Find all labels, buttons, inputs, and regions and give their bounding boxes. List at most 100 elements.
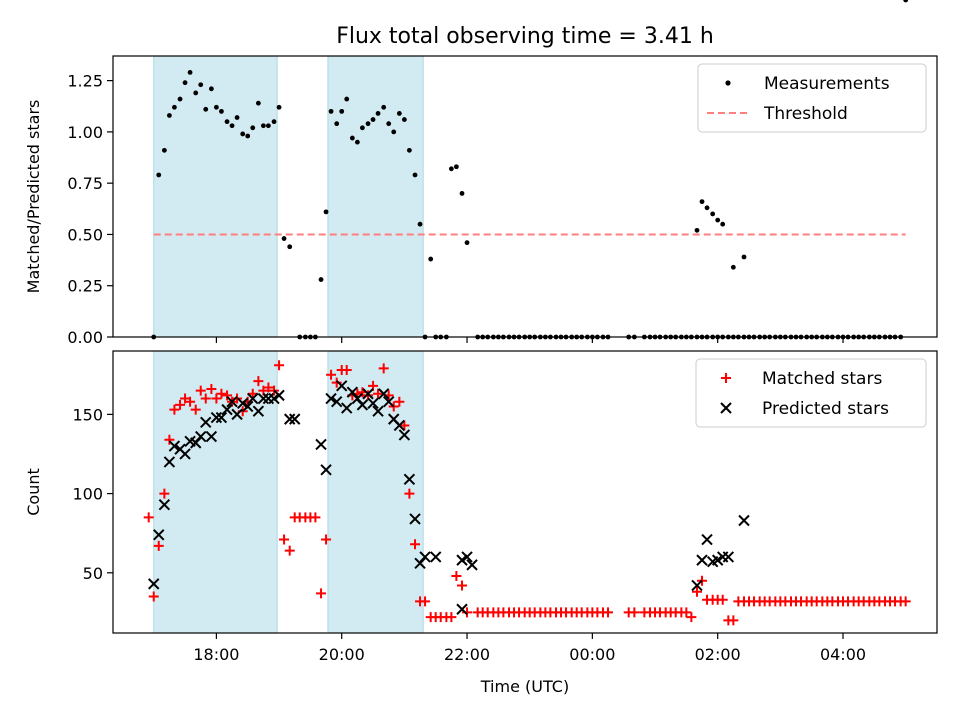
predicted-star-point — [200, 416, 212, 428]
axes-frame — [112, 350, 938, 634]
predicted-star-point — [341, 402, 353, 414]
predicted-star-point — [330, 395, 343, 408]
measurement-point — [406, 147, 412, 153]
x-tick-label: 00:00 — [569, 645, 615, 664]
matched-star-point — [603, 607, 614, 618]
matched-star-point — [164, 434, 175, 445]
measurement-point — [344, 96, 350, 102]
predicted-star-point — [722, 551, 735, 563]
measurement-point — [365, 121, 371, 127]
measurement-point — [271, 119, 277, 125]
matched-star-point — [195, 385, 206, 396]
legend-label: Threshold — [763, 104, 848, 124]
measurement-point — [699, 199, 705, 205]
matched-star-point — [185, 396, 196, 407]
y-axis-label: Matched/Predicted stars — [24, 100, 43, 294]
matched-star-point — [232, 393, 243, 404]
measurement-point — [172, 104, 177, 110]
predicted-star-point — [289, 413, 301, 425]
x-axis-label: Time (UTC) — [480, 677, 569, 696]
measurement-point — [704, 205, 710, 211]
predicted-star-point — [221, 403, 233, 416]
measurement-point — [453, 164, 459, 170]
shaded-interval-2 — [327, 350, 424, 634]
predicted-star-point — [268, 392, 280, 405]
predicted-star-point — [179, 448, 191, 460]
measurement-point — [381, 104, 387, 110]
y-tick-label: 0.75 — [67, 174, 103, 193]
predicted-star-point — [148, 578, 160, 590]
predicted-star-point — [325, 392, 337, 405]
measurement-point — [208, 86, 214, 92]
bottom-panel: 18:00 20:00 22:00 00:00 02:00 04:00 50 100 150 Co… — [24, 350, 938, 696]
matched-star-point — [180, 393, 191, 404]
predicted-star-point — [215, 411, 228, 424]
measurement-point — [694, 227, 700, 233]
matched-star-point — [457, 580, 468, 591]
x-tick-label: 02:00 — [695, 645, 741, 664]
matched-star-point — [686, 612, 697, 623]
matched-star-point — [341, 365, 352, 376]
measurement-point — [417, 221, 423, 227]
top-panel: 0.00 0.25 0.50 0.75 1.00 1.25 Matched/Predicte… — [24, 0, 938, 347]
predicted-star-point — [429, 551, 442, 563]
y-tick-label: 100 — [72, 485, 103, 504]
measurement-point — [198, 82, 204, 88]
legend-label: Matched stars — [762, 369, 882, 389]
legend: Measurements Threshold — [697, 63, 927, 133]
matched-star-point — [404, 488, 415, 499]
matched-star-point — [728, 615, 739, 626]
predicted-star-point — [383, 395, 395, 408]
shaded-interval-2 — [327, 55, 424, 338]
matched-star-point — [378, 363, 389, 374]
measurement-point — [229, 123, 235, 129]
matched-star-point — [900, 596, 911, 607]
predicted-star-point — [362, 388, 374, 400]
measurement-point — [234, 115, 240, 120]
predicted-star-point — [237, 397, 249, 409]
predicted-star-point — [403, 473, 416, 486]
y-tick-label: 0.00 — [67, 328, 103, 347]
predicted-star-point — [231, 408, 243, 421]
matched-star-point — [420, 596, 431, 607]
measurement-point — [741, 254, 747, 260]
measurement-point — [459, 191, 465, 196]
matched-star-point — [211, 393, 222, 404]
measurement-point — [903, 0, 909, 3]
predicted-star-point — [247, 392, 259, 405]
predicted-star-point — [367, 397, 379, 409]
matched-star-point — [153, 540, 164, 551]
measurement-point — [245, 133, 251, 139]
matched-star-point — [692, 586, 703, 597]
chart-title: Flux total observing time = 3.41 h — [336, 24, 714, 49]
measurement-point — [715, 217, 721, 223]
matched-star-point — [263, 382, 274, 393]
measurement-point — [276, 104, 282, 110]
predicted-star-point — [158, 498, 171, 511]
predicted-star-point — [168, 440, 181, 452]
matched-star-point — [462, 607, 473, 618]
legend-box — [697, 63, 927, 133]
matched-star-point — [446, 612, 457, 623]
measurement-point — [318, 277, 324, 282]
matched-star-point — [222, 390, 233, 401]
predicted-star-point — [320, 464, 332, 476]
predicted-star-point — [252, 405, 265, 417]
x-tick-label: 04:00 — [820, 645, 866, 664]
measurement-point — [359, 125, 365, 131]
predicted-star-point — [273, 389, 285, 402]
predicted-star-point — [242, 400, 254, 413]
predicted-star-point — [419, 551, 431, 563]
measurement-point — [187, 70, 193, 75]
matched-star-point — [190, 404, 201, 415]
matched-star-point — [321, 534, 332, 545]
matched-star-point — [253, 376, 264, 387]
matched-star-point — [394, 396, 405, 407]
predicted-star-point — [738, 514, 750, 527]
measurement-point — [730, 264, 736, 270]
predicted-star-point — [711, 554, 724, 566]
measurement-point — [203, 106, 209, 112]
matched-star-point — [326, 369, 337, 380]
predicted-star-point — [257, 392, 270, 405]
measurement-point — [177, 96, 183, 102]
